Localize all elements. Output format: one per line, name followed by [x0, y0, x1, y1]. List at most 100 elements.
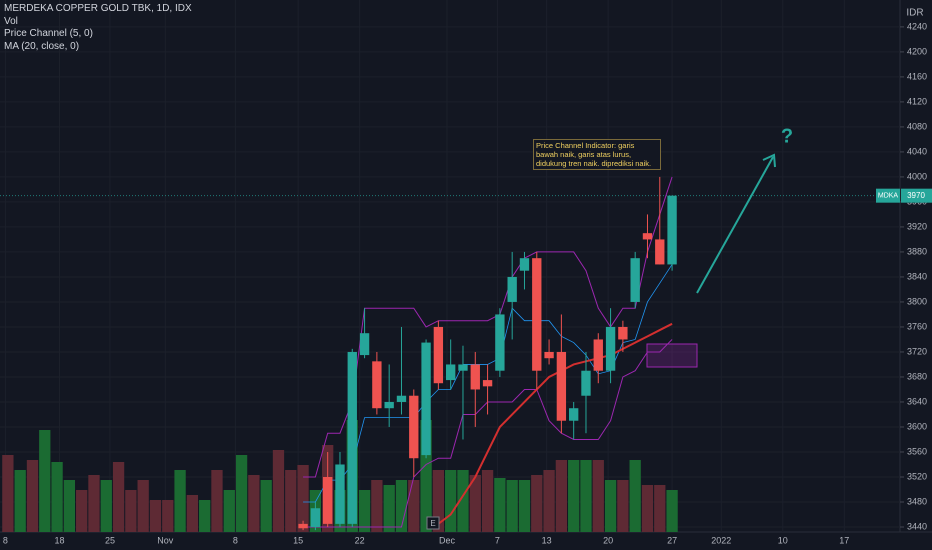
volume-bar: [186, 495, 199, 532]
y-tick-label: 4240: [907, 21, 927, 31]
volume-bar: [162, 500, 174, 532]
candle-body: [556, 351, 567, 421]
volume-bar: [592, 460, 604, 532]
candle-body: [532, 258, 542, 371]
volume-bar: [371, 480, 383, 532]
y-tick-label: 4080: [907, 121, 927, 131]
x-tick-label: 17: [839, 535, 849, 545]
volume-bar: [2, 455, 14, 532]
volume-bar: [223, 490, 235, 532]
last-price-label: 3970: [907, 191, 925, 200]
volume-bar: [568, 460, 580, 532]
x-tick-label: 8: [3, 535, 8, 545]
legend-entry: Vol: [4, 15, 18, 27]
legend-entry: MA (20, close, 0): [4, 40, 80, 52]
last-price-box: [876, 188, 900, 203]
volume-bar: [641, 485, 654, 532]
volume-bar: [654, 485, 666, 532]
event-label: E: [430, 519, 435, 528]
candle-body: [458, 364, 468, 371]
y-tick-label: 3880: [907, 246, 927, 256]
candle-body: [581, 370, 591, 396]
y-tick-label: 4120: [907, 96, 927, 106]
volume-bar: [297, 465, 309, 532]
candle-body: [470, 364, 480, 390]
candle-body: [507, 276, 517, 302]
candle-body: [421, 342, 431, 456]
candle-body: [310, 508, 321, 527]
volume-bar: [63, 480, 76, 532]
candle-body: [544, 351, 554, 359]
volume-bar: [149, 500, 162, 532]
legend: MERDEKA COPPER GOLD TBK, 1D, IDX Vol Pri…: [4, 3, 192, 53]
volume-bar: [604, 480, 617, 532]
volume-bar: [39, 430, 51, 532]
volume-bar: [555, 460, 568, 532]
y-tick-label: 4160: [907, 71, 927, 81]
volume-bar: [543, 470, 555, 532]
y-tick-label: 3800: [907, 296, 927, 306]
target-zone: [646, 343, 698, 368]
candle-body: [396, 395, 407, 402]
x-tick-label: 7: [495, 535, 500, 545]
x-tick-label: 13: [542, 535, 552, 545]
y-tick-label: 3480: [907, 496, 927, 506]
x-tick-label: 22: [355, 535, 365, 545]
arrow-head: [762, 153, 776, 168]
candle-body: [372, 361, 382, 409]
candle-body: [335, 464, 345, 524]
candle-body: [384, 401, 394, 409]
volume-bar: [272, 450, 285, 532]
volume-bar: [506, 480, 518, 532]
y-tick-label: 3600: [907, 421, 927, 431]
x-tick-label: 27: [667, 535, 677, 545]
volume-bar: [100, 480, 112, 532]
volume-bar: [445, 470, 457, 532]
y-tick-label: 3680: [907, 371, 927, 381]
x-tick-label: 15: [293, 535, 303, 545]
y-tick-label: 3840: [907, 271, 927, 281]
x-tick-label: Dec: [439, 535, 456, 545]
candle-body: [433, 326, 444, 384]
volume-bar: [469, 475, 481, 532]
volume-bar: [408, 480, 420, 532]
x-tick-label: 20: [603, 535, 613, 545]
question-mark: ?: [781, 125, 793, 147]
y-tick-label: 3720: [907, 346, 927, 356]
y-tick-label: 4000: [907, 171, 927, 181]
event-marker: [426, 516, 440, 530]
volume-bar: [51, 462, 63, 532]
volume-bar: [420, 420, 432, 532]
volume-bar: [14, 470, 26, 532]
x-tick-label: 10: [778, 535, 788, 545]
volume-bar: [125, 490, 137, 532]
candle-body: [630, 258, 640, 302]
candle-body: [618, 326, 628, 340]
x-tick-label: 18: [55, 535, 65, 545]
volume-bar: [481, 470, 494, 532]
x-tick-label: 8: [233, 535, 238, 545]
annotation: Price Channel Indicator: garis bawah nai…: [533, 139, 661, 170]
last-price-symbol: MDKA: [878, 193, 899, 200]
volume-bar: [260, 480, 272, 532]
volume-bar: [494, 478, 506, 532]
y-tick-label: 3760: [907, 321, 927, 331]
volume-bar: [76, 490, 88, 532]
volume-bar: [518, 480, 531, 532]
candle-body: [298, 523, 308, 529]
y-tick-label: 3640: [907, 396, 927, 406]
y-tick-label: 3440: [907, 521, 927, 531]
candle-body: [359, 333, 370, 356]
candle-body: [642, 233, 653, 240]
candle-body: [482, 380, 493, 387]
volume-bar: [617, 480, 629, 532]
candle-body: [593, 339, 603, 371]
legend-entry: Price Channel (5, 0): [4, 28, 93, 39]
candle-body: [605, 326, 616, 371]
candle-body: [323, 476, 333, 524]
y-tick-label: 3560: [907, 446, 927, 456]
candle-body: [446, 364, 456, 381]
y-tick-label: 4200: [907, 46, 927, 56]
volume-bar: [457, 470, 469, 532]
